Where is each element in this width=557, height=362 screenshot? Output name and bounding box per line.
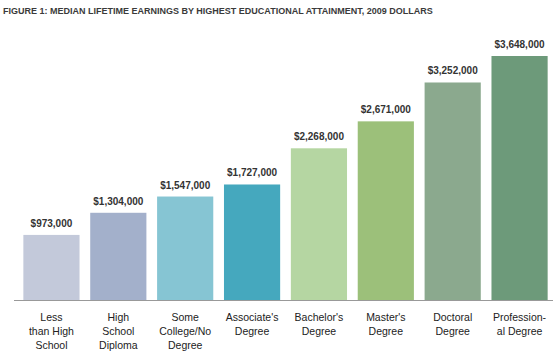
bars [23,56,547,300]
category-label-line: School [102,325,134,337]
category-label-line: Degree [435,325,470,337]
bar [224,184,280,300]
category-label-line: Doctoral [433,311,472,323]
category-label-line: Less [40,311,62,323]
bar [90,213,146,300]
category-label: Associate's Degree [226,311,279,337]
category-label-line: Degree [302,325,337,337]
category-label: Less than High School [29,311,74,351]
chart: FIGURE 1: MEDIAN LIFETIME EARNINGS BY HI… [0,0,557,362]
bar [425,82,481,300]
category-label-line: Diploma [99,339,138,351]
category-label-line: School [35,339,67,351]
bar [491,56,547,300]
category-labels: Less than High School High School Diploma Some… [29,311,547,351]
data-label: $2,268,000 [294,131,344,142]
category-label-line: Some [171,311,199,323]
category-label: Master's Degree [366,311,405,337]
baseline [14,300,553,301]
category-label: Doctoral Degree [433,311,472,337]
data-label: $1,547,000 [160,180,210,191]
category-label-line: Degree [168,339,203,351]
category-label-line: College/No [159,325,211,337]
category-label: Some College/No Degree [159,311,211,351]
category-label-line: Profession- [493,311,547,323]
bar [23,235,79,300]
bar [157,197,213,300]
title: FIGURE 1: MEDIAN LIFETIME EARNINGS BY HI… [3,6,433,16]
data-label: $2,671,000 [361,104,411,115]
category-label: High School Diploma [99,311,138,351]
category-label-line: Degree [235,325,270,337]
data-label: $973,000 [31,218,73,229]
category-label: Bachelor's Degree [295,311,344,337]
data-label: $3,648,000 [495,39,545,50]
category-label: Profession-al Degree [493,311,547,337]
data-label: $1,304,000 [93,196,143,207]
data-labels: $973,000 $1,304,000 $1,547,000 $1,727,000 $2… [31,39,545,229]
data-label: $1,727,000 [227,167,277,178]
data-label: $3,252,000 [428,65,478,76]
category-label-line: al Degree [497,325,543,337]
bar [291,148,347,300]
category-label-line: Degree [369,325,404,337]
category-label-line: Master's [366,311,405,323]
category-label-line: Bachelor's [295,311,344,323]
category-label-line: High [108,311,130,323]
bar [358,121,414,300]
category-label-line: than High [29,325,74,337]
category-label-line: Associate's [226,311,279,323]
